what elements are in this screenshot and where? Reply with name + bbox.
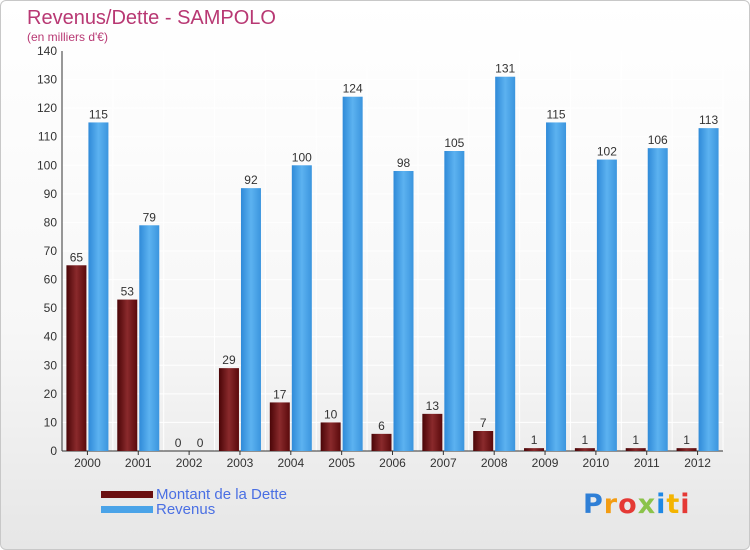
x-tick-label-2008: 2008: [481, 456, 508, 470]
y-tick-label-120: 120: [37, 101, 57, 115]
data-label-debt-2011: 1: [632, 433, 639, 447]
data-label-revenus-2008: 131: [495, 62, 515, 76]
y-tick-label-80: 80: [44, 215, 58, 229]
data-label-revenus-2005: 124: [343, 82, 363, 96]
bar-revenus-2010: [596, 159, 617, 452]
data-label-debt-2003: 29: [222, 353, 236, 367]
y-tick-label-90: 90: [44, 187, 58, 201]
x-tick-label-2000: 2000: [74, 456, 101, 470]
x-tick-label-2005: 2005: [328, 456, 355, 470]
x-tick-label-2007: 2007: [430, 456, 457, 470]
bar-revenus-2005: [342, 96, 363, 451]
data-label-revenus-2011: 106: [648, 133, 668, 147]
data-label-debt-2000: 65: [70, 250, 84, 264]
data-label-debt-2006: 6: [378, 419, 385, 433]
bar-revenus-2011: [647, 148, 668, 451]
bar-revenus-2001: [139, 225, 160, 451]
data-label-debt-2007: 13: [426, 399, 440, 413]
y-tick-label-60: 60: [44, 273, 58, 287]
data-label-revenus-2003: 92: [244, 173, 258, 187]
logo-letter: t: [666, 489, 681, 520]
bar-debt-2010: [574, 448, 595, 451]
x-tick-label-2010: 2010: [583, 456, 610, 470]
labels: 0102030405060708090100110120130140200065…: [37, 44, 718, 470]
logo-letter: P: [583, 489, 604, 520]
logo-letter: r: [603, 489, 619, 520]
x-tick-label-2003: 2003: [227, 456, 254, 470]
data-label-debt-2004: 17: [273, 387, 287, 401]
y-tick-label-20: 20: [44, 387, 58, 401]
bar-revenus-2012: [698, 128, 719, 451]
gridlines: [61, 50, 724, 452]
logo-letter: o: [618, 489, 638, 520]
chart-title: Revenus/Dette - SAMPOLO: [27, 7, 276, 29]
legend-swatch-revenus: [101, 506, 153, 513]
bar-revenus-2009: [546, 122, 567, 451]
data-label-revenus-2001: 79: [143, 210, 157, 224]
data-label-debt-2002: 0: [175, 436, 182, 450]
data-label-revenus-2007: 105: [444, 136, 464, 150]
y-tick-label-100: 100: [37, 158, 57, 172]
y-tick-label-130: 130: [37, 73, 57, 87]
data-label-revenus-2009: 115: [546, 107, 565, 121]
x-tick-label-2004: 2004: [277, 456, 304, 470]
bar-debt-2000: [66, 265, 87, 451]
y-tick-label-110: 110: [38, 130, 57, 144]
data-label-revenus-2000: 115: [89, 107, 108, 121]
data-label-revenus-2004: 100: [292, 150, 312, 164]
bar-debt-2006: [371, 433, 392, 451]
bars: [66, 76, 719, 452]
bar-revenus-2004: [291, 165, 312, 452]
y-tick-label-140: 140: [37, 44, 57, 58]
data-label-revenus-2010: 102: [597, 145, 617, 159]
data-label-revenus-2012: 113: [699, 113, 718, 127]
bar-revenus-2006: [393, 171, 414, 451]
data-label-revenus-2006: 98: [397, 156, 411, 170]
data-label-debt-2012: 1: [683, 433, 690, 447]
x-tick-label-2009: 2009: [532, 456, 559, 470]
bar-debt-2009: [524, 448, 545, 451]
y-tick-label-50: 50: [44, 301, 58, 315]
x-tick-label-2012: 2012: [684, 456, 711, 470]
data-label-debt-2005: 10: [324, 407, 338, 421]
bar-debt-2007: [422, 413, 443, 451]
x-tick-label-2006: 2006: [379, 456, 406, 470]
data-label-debt-2008: 7: [480, 416, 487, 430]
legend-label-debt: Montant de la Dette: [156, 486, 287, 503]
bar-debt-2005: [320, 422, 341, 451]
logo-letter: x: [637, 489, 657, 520]
y-tick-label-70: 70: [44, 244, 58, 258]
logo-letter: i: [680, 489, 691, 520]
bar-debt-2008: [473, 431, 494, 451]
proxiti-logo: Proxiti: [583, 489, 691, 520]
data-label-revenus-2002: 0: [197, 436, 204, 450]
legend-label-revenus: Revenus: [156, 501, 216, 518]
axes: [61, 51, 723, 455]
logo-letter: i: [656, 489, 667, 520]
x-tick-label-2001: 2001: [125, 456, 152, 470]
bar-revenus-2003: [240, 188, 261, 451]
bar-debt-2003: [218, 368, 239, 451]
y-tick-label-0: 0: [50, 444, 57, 458]
data-label-debt-2001: 53: [121, 285, 135, 299]
bar-debt-2011: [625, 448, 646, 451]
x-tick-label-2002: 2002: [176, 456, 203, 470]
chart-subtitle: (en milliers d'€): [27, 30, 108, 44]
y-tick-label-10: 10: [44, 415, 58, 429]
bar-revenus-2000: [88, 122, 109, 451]
bar-debt-2004: [269, 402, 290, 451]
bar-revenus-2008: [495, 76, 516, 451]
data-label-debt-2010: 1: [582, 433, 589, 447]
bar-debt-2001: [117, 299, 138, 451]
x-tick-label-2011: 2011: [634, 456, 660, 470]
legend-swatch-debt: [101, 491, 153, 498]
data-label-debt-2009: 1: [531, 433, 538, 447]
bar-revenus-2007: [444, 151, 465, 451]
bar-debt-2012: [676, 448, 697, 451]
y-tick-label-40: 40: [44, 330, 58, 344]
y-tick-label-30: 30: [44, 358, 58, 372]
